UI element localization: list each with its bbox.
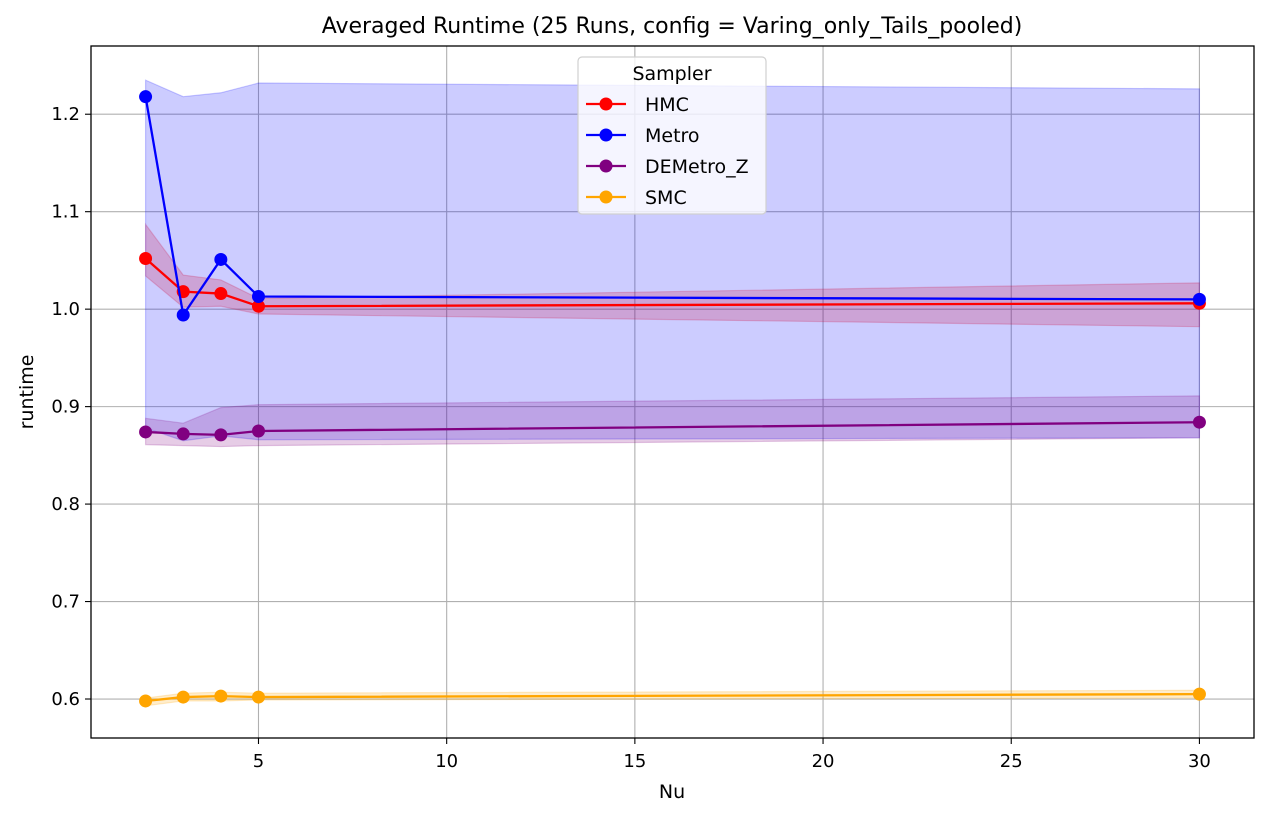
point-smc xyxy=(1192,687,1206,701)
point-smc xyxy=(214,689,228,703)
point-smc xyxy=(139,694,153,708)
point-metro xyxy=(251,289,265,303)
plot-frame xyxy=(90,45,1255,739)
band-metro xyxy=(144,79,1201,442)
x-tick-label: 25 xyxy=(1000,751,1023,772)
y-tick-label: 1.1 xyxy=(51,202,80,223)
point-demetro_z xyxy=(176,427,190,441)
y-tick-label: 1.0 xyxy=(51,299,80,320)
y-tick-label: 1.2 xyxy=(51,104,80,125)
point-demetro_z xyxy=(251,424,265,438)
legend-box xyxy=(577,56,767,215)
point-demetro_z xyxy=(1192,415,1206,429)
x-axis-label: Nu xyxy=(659,781,685,803)
legend-marker-hmc xyxy=(599,97,613,111)
y-tick-label: 0.6 xyxy=(51,689,80,710)
point-demetro_z xyxy=(214,428,228,442)
y-tick-label: 0.9 xyxy=(51,397,80,418)
point-metro xyxy=(176,308,190,322)
legend-marker-smc xyxy=(599,190,613,204)
x-tick-label: 10 xyxy=(435,751,458,772)
legend-label-metro: Metro xyxy=(645,125,700,147)
legend: Sampler HMC Metro DEMetro_Z SMC xyxy=(577,56,767,215)
series-lines xyxy=(139,90,1206,708)
point-metro xyxy=(1192,292,1206,306)
legend-label-demetro_z: DEMetro_Z xyxy=(645,156,749,178)
point-hmc xyxy=(214,287,228,301)
point-hmc xyxy=(251,299,265,313)
legend-label-smc: SMC xyxy=(645,187,687,209)
x-tick-label: 20 xyxy=(812,751,835,772)
band-demetro_z xyxy=(144,395,1201,448)
legend-marker-demetro_z xyxy=(599,159,613,173)
point-smc xyxy=(251,690,265,704)
y-tick-label: 0.7 xyxy=(51,592,80,613)
point-metro xyxy=(139,90,153,104)
y-axis-label: runtime xyxy=(16,355,38,430)
x-tick-label: 15 xyxy=(623,751,646,772)
point-smc xyxy=(176,690,190,704)
legend-marker-metro xyxy=(599,128,613,142)
point-metro xyxy=(214,252,228,266)
point-demetro_z xyxy=(139,425,153,439)
chart-title: Averaged Runtime (25 Runs, config = Vari… xyxy=(322,14,1023,39)
point-hmc xyxy=(139,251,153,265)
x-tick-label: 30 xyxy=(1188,751,1211,772)
legend-title: Sampler xyxy=(632,63,711,85)
confidence-bands xyxy=(144,79,1201,707)
y-tick-label: 0.8 xyxy=(51,494,80,515)
x-tick-label: 5 xyxy=(253,751,264,772)
axis-ticks: 5 10 15 20 25 30 0.6 0.7 0.8 0.9 1.0 1.1 1.2 xyxy=(51,104,1211,772)
legend-label-hmc: HMC xyxy=(645,94,689,116)
